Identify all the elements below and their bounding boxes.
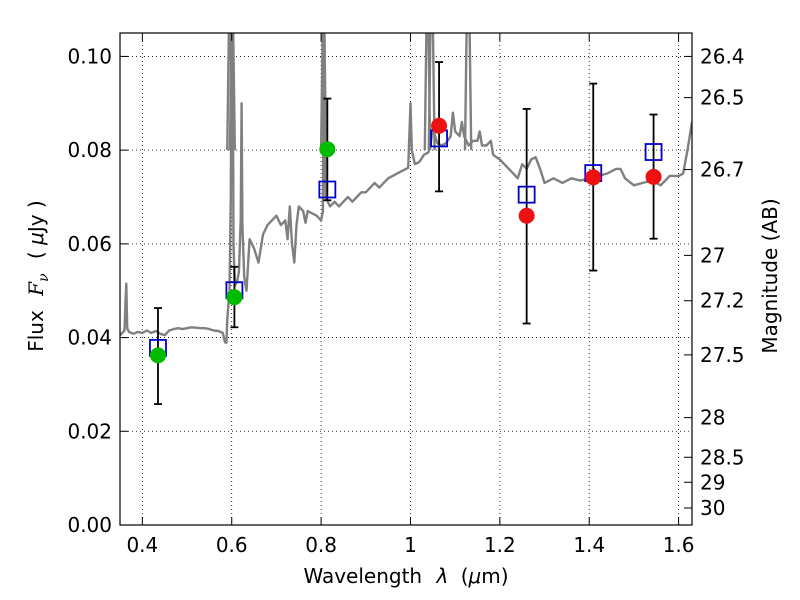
observed-point-green (319, 141, 336, 158)
y2-tick-label: 28 (700, 406, 725, 430)
y-axis-label-word: Flux (24, 310, 48, 352)
y-tick-label: 0.08 (67, 138, 112, 162)
emission-line-spike (427, 33, 436, 151)
x-tick-label: 1.4 (573, 533, 605, 557)
x-axis-label-lambda: λ (435, 564, 448, 588)
y-axis-label-nu: ν (36, 273, 52, 282)
y-axis-label: Flux Fν ( μJy ) (24, 200, 53, 352)
model-point-square (517, 185, 536, 204)
x-axis-label-unit: m) (481, 564, 508, 588)
y2-tick-label: 28.5 (700, 445, 745, 469)
y-tick-label: 0.04 (67, 326, 112, 350)
y2-tick-label: 26.4 (700, 44, 745, 68)
y-tick-label: 0.10 (67, 44, 112, 68)
y-axis-label-unit: Jy ) (24, 200, 48, 234)
observed-point-red (585, 169, 602, 186)
template-layer (120, 33, 692, 344)
x-ticks: 0.4 0.6 0.8 1 1.2 1.4 1.6 (126, 33, 695, 557)
y2-axis-label: Magnitude (AB) (758, 198, 782, 353)
emission-line-spike (319, 33, 328, 151)
y-tick-label: 0.06 (67, 232, 112, 256)
x-axis-label-paren: ( (461, 564, 469, 588)
points-layer (149, 117, 663, 364)
plot-frame (119, 32, 693, 526)
x-tick-label: 1.2 (484, 533, 516, 557)
model-point-square (644, 143, 663, 161)
y2-tick-label: 26.7 (700, 158, 745, 182)
x-tick-label: 1 (404, 533, 417, 557)
template-spectrum-line (120, 33, 692, 344)
y-axis-label-mu: μ (24, 232, 48, 246)
y2-tick-label: 30 (700, 496, 725, 520)
y-ticks: 0.00 0.02 0.04 0.06 0.08 0.10 (67, 44, 128, 537)
y-tick-label: 0.02 (67, 419, 112, 443)
y2-tick-label: 29 (700, 470, 725, 494)
model-point-square (318, 180, 337, 199)
y2-tick-label: 27.5 (700, 343, 745, 367)
observed-point-red (518, 207, 535, 224)
y2-tick-label: 27.2 (700, 289, 745, 313)
observed-point-green (226, 289, 243, 306)
observed-point-red (431, 117, 448, 134)
grid (120, 33, 692, 526)
observed-point-green (149, 347, 166, 364)
y2-tick-label: 26.5 (700, 86, 745, 110)
y-axis-label-open: ( (24, 245, 48, 259)
x-tick-label: 0.6 (216, 533, 248, 557)
y-axis-label-f: F (24, 281, 48, 297)
x-tick-label: 1.6 (663, 533, 695, 557)
x-tick-label: 0.4 (126, 533, 158, 557)
emission-line-spike (228, 33, 237, 151)
emission-line-spike (463, 33, 473, 151)
observed-point-red (645, 168, 662, 185)
x-axis-label-mu: μ (468, 564, 482, 588)
x-axis-label-word: Wavelength (303, 564, 422, 588)
y2-tick-label: 27 (700, 243, 725, 267)
x-axis-label: Wavelength λ (μm) (303, 564, 508, 588)
y-tick-label: 0.00 (67, 513, 112, 537)
x-tick-label: 0.8 (305, 533, 337, 557)
